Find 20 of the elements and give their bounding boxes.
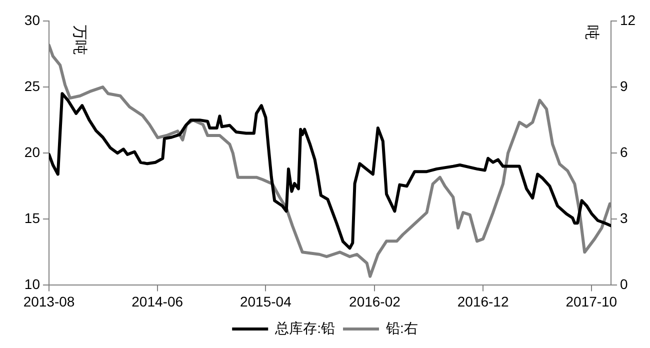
y-tick-label: 15 bbox=[24, 210, 40, 226]
y-tick-label: 25 bbox=[24, 78, 40, 94]
y-tick-label: 10 bbox=[24, 276, 40, 292]
legend-label: 铅:右 bbox=[385, 320, 418, 336]
y-axis-title: 万吨 bbox=[70, 25, 88, 55]
x-tick-label: 2013-08 bbox=[23, 293, 75, 310]
y2-tick-label: 3 bbox=[620, 210, 628, 226]
x-tick-label: 2014-06 bbox=[132, 293, 184, 310]
legend-label: 总库存:铅 bbox=[274, 320, 335, 336]
y2-tick-label: 6 bbox=[620, 144, 628, 160]
x-tick-label: 2015-04 bbox=[240, 293, 292, 310]
y2-tick-label: 9 bbox=[620, 78, 628, 94]
y-tick-label: 20 bbox=[24, 144, 40, 160]
x-tick-label: 2017-10 bbox=[566, 293, 618, 310]
y2-tick-label: 12 bbox=[620, 12, 636, 28]
y-tick-label: 30 bbox=[24, 12, 40, 28]
y2-axis-title: 吨 bbox=[582, 25, 600, 40]
x-tick-label: 2016-12 bbox=[457, 293, 509, 310]
x-tick-label: 2016-02 bbox=[349, 293, 401, 310]
y2-tick-label: 0 bbox=[620, 276, 628, 292]
